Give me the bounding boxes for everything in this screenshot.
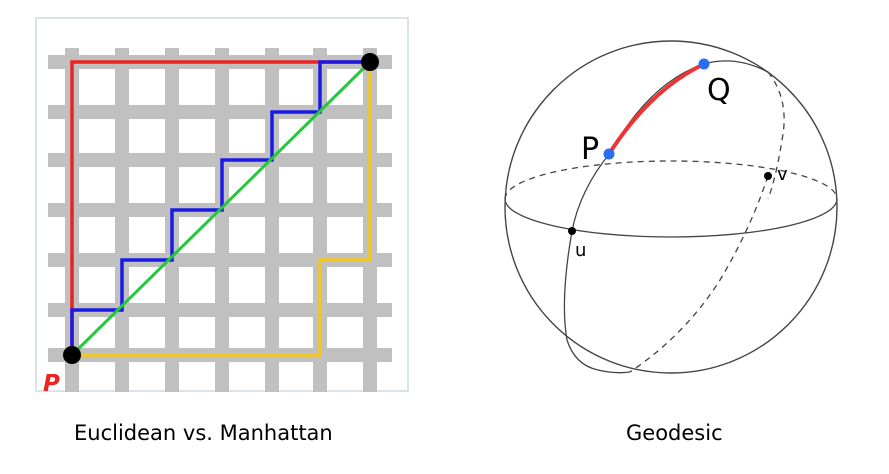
red-path [70,60,370,355]
manhattan-diagram: P Euclidean vs. Manhattan [0,0,440,474]
manhattan-grid-figure: P [35,17,409,397]
grid-street-horizontal [48,105,392,119]
point-p-marker [603,148,615,160]
sphere-figure: P Q u v [504,40,838,374]
right-caption: Geodesic [626,421,723,445]
grid-street-vertical [265,48,279,392]
point-v-marker [764,172,772,180]
grid-bars [48,48,392,392]
green-path [70,60,372,357]
left-caption: Euclidean vs. Manhattan [74,421,333,445]
yellow-path [72,62,372,357]
start-dot [63,346,81,364]
point-u-label: u [575,240,586,261]
great-circle-dashed [629,175,769,373]
point-u-marker [568,227,576,235]
grid-street-horizontal [48,253,392,267]
grid-street-vertical [115,48,129,392]
start-label: P [43,371,60,397]
point-q-label: Q [707,73,731,108]
point-v-label: v [777,164,788,185]
equator-back [504,160,838,200]
geodesic-diagram: P Q u v Geodesic [450,0,889,474]
equator-front [504,198,838,238]
great-circle-solid [563,60,769,374]
point-q-marker [698,58,710,70]
great-circle-front [767,71,785,200]
grid-street-vertical [215,48,229,392]
point-p-label: P [581,132,599,167]
end-dot [361,53,379,71]
grid-street-horizontal [48,303,392,317]
geodesic-arc [607,62,705,156]
sphere-outline [504,40,838,374]
grid-street-horizontal [48,153,392,167]
